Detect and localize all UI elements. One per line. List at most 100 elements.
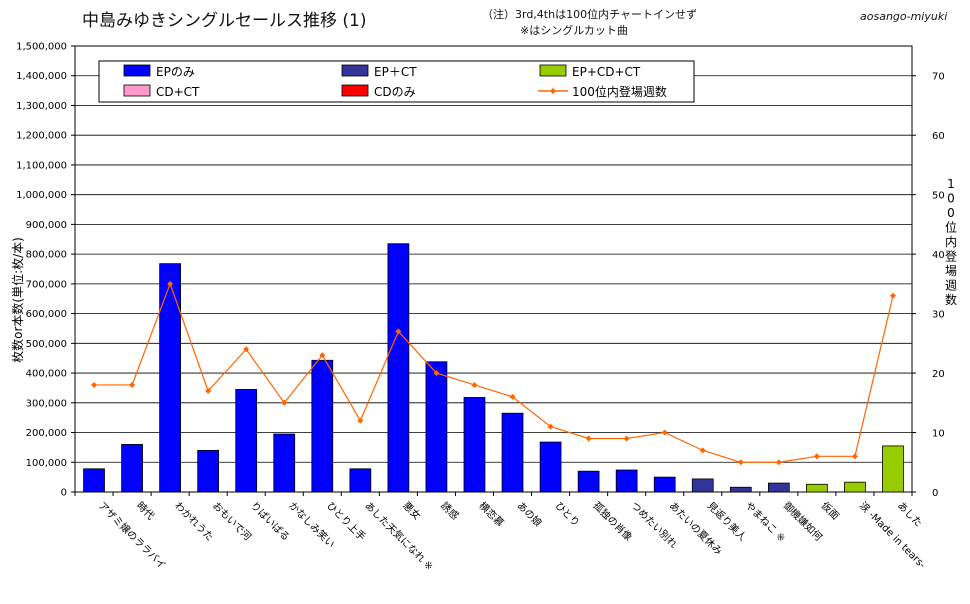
- weeks-point: [167, 280, 174, 287]
- y2-tick-label: 50: [932, 191, 945, 202]
- chart-title: 中島みゆきシングルセールス推移 (1): [82, 11, 367, 31]
- category-label: 孤独の肖像: [590, 499, 635, 544]
- y-tick-label: 1,300,000: [16, 101, 67, 112]
- weeks-point: [851, 453, 858, 460]
- weeks-line-path: [94, 282, 894, 463]
- y-axis-labels: 枚数or本数(単位:枚/本)100位内登場週数: [10, 177, 957, 363]
- weeks-point: [395, 328, 402, 335]
- y2-axis-title-char: 位: [945, 220, 957, 235]
- weeks-point: [509, 393, 516, 400]
- y2-axis-title-char: 週: [945, 279, 957, 293]
- legend-label: EPのみ: [156, 65, 195, 79]
- legend-swatch: [123, 84, 151, 97]
- y-tick-label: 600,000: [26, 309, 67, 320]
- legend-swatch: [341, 84, 369, 97]
- plot-frame: [74, 45, 913, 493]
- y-tick-label: 1,100,000: [16, 160, 67, 171]
- y-tick-label: 1,000,000: [16, 190, 67, 201]
- weeks-point: [471, 381, 478, 388]
- y-tick-label: 800,000: [26, 250, 67, 261]
- weeks-point: [281, 399, 288, 406]
- axes: 0 100,000 200,000 300,000 400,000 500,000 600,…: [16, 42, 945, 500]
- bar: [577, 470, 600, 493]
- y-tick-label: 500,000: [26, 339, 67, 350]
- weeks-point: [623, 435, 630, 442]
- bar: [806, 483, 828, 493]
- bar: [159, 263, 181, 493]
- y-tick-label: 1,400,000: [16, 71, 67, 82]
- y-tick-label: 400,000: [26, 369, 67, 380]
- y2-tick-label: 30: [932, 310, 945, 321]
- bars: [83, 243, 904, 493]
- bar: [83, 468, 105, 493]
- y-tick-label: 1,200,000: [16, 131, 67, 142]
- chart-note-2: ※はシングルカット曲: [520, 24, 628, 37]
- weeks-point: [737, 459, 744, 466]
- bar: [767, 482, 790, 493]
- y-tick-label: 300,000: [26, 398, 67, 409]
- bar: [501, 412, 524, 493]
- weeks-point: [205, 387, 212, 394]
- y2-tick-label: 10: [932, 429, 945, 440]
- legend-label: CD+CT: [156, 85, 200, 99]
- chart-note-1: （注）3rd,4thは100位内チャートインせず: [482, 8, 697, 21]
- category-label: あした: [895, 500, 925, 530]
- category-label: ひとり: [552, 500, 581, 529]
- legend-label: CDのみ: [374, 85, 416, 99]
- y2-tick-label: 0: [932, 488, 938, 499]
- category-label: あの娘: [514, 499, 544, 529]
- y-axis-title: 枚数or本数(単位:枚/本): [10, 237, 25, 363]
- gridlines: [75, 75, 912, 463]
- category-label: 仮面: [819, 499, 842, 522]
- y2-axis-title-char: 内: [945, 235, 957, 249]
- weeks-point: [813, 453, 820, 460]
- y-tick-label: 100,000: [26, 458, 67, 469]
- category-label: わかれうた: [172, 500, 216, 544]
- bar: [653, 476, 676, 493]
- bar: [882, 445, 904, 493]
- legend-label: 100位内登場週数: [572, 84, 667, 99]
- category-label: おもいで河: [210, 500, 253, 543]
- y2-axis-title-char: 0: [947, 192, 955, 206]
- bar: [729, 486, 752, 493]
- legend-swatch: [341, 64, 369, 77]
- weeks-point: [243, 346, 250, 353]
- weeks-point: [661, 429, 668, 436]
- category-label: 横恋慕: [476, 499, 506, 529]
- legend-label: EP＋CT: [374, 65, 417, 79]
- category-label: 時代: [134, 500, 157, 523]
- bar: [615, 469, 638, 493]
- weeks-point: [433, 370, 440, 377]
- weeks-point: [889, 292, 896, 299]
- category-label: りばいばる: [248, 500, 292, 544]
- category-label: 涙 -Made in tears-: [857, 499, 929, 571]
- y-tick-label: 200,000: [26, 428, 67, 439]
- category-label: 誘惑: [438, 499, 461, 522]
- legend-line-marker: [550, 88, 556, 94]
- bar: [121, 444, 143, 493]
- y2-axis-title-char: 場: [945, 264, 957, 278]
- weeks-point: [699, 447, 706, 454]
- weeks-point: [91, 381, 98, 388]
- y2-axis-title-char: 0: [947, 206, 955, 220]
- bar: [273, 433, 296, 493]
- author-label: aosango-miyuki: [860, 10, 948, 23]
- bar: [311, 359, 334, 493]
- y-tick-label: 1,500,000: [16, 42, 67, 53]
- y-tick-label: 700,000: [26, 279, 67, 290]
- y-tick-label: 0: [61, 488, 67, 499]
- legend: EPのみ EP＋CT EP+CD+CT CD+CT CDのみ 100位内登場週数: [98, 60, 695, 103]
- category-label: やまねこ ※: [743, 500, 788, 545]
- weeks-point: [129, 381, 136, 388]
- category-label: 御機嫌如何: [781, 499, 826, 544]
- weeks-line: [91, 280, 896, 466]
- y2-tick-label: 20: [932, 369, 945, 380]
- bar: [235, 389, 258, 493]
- weeks-point: [585, 435, 592, 442]
- y2-tick-label: 60: [932, 131, 945, 142]
- weeks-point: [357, 417, 364, 424]
- bar: [387, 243, 410, 493]
- y2-axis-title-char: 1: [947, 177, 955, 191]
